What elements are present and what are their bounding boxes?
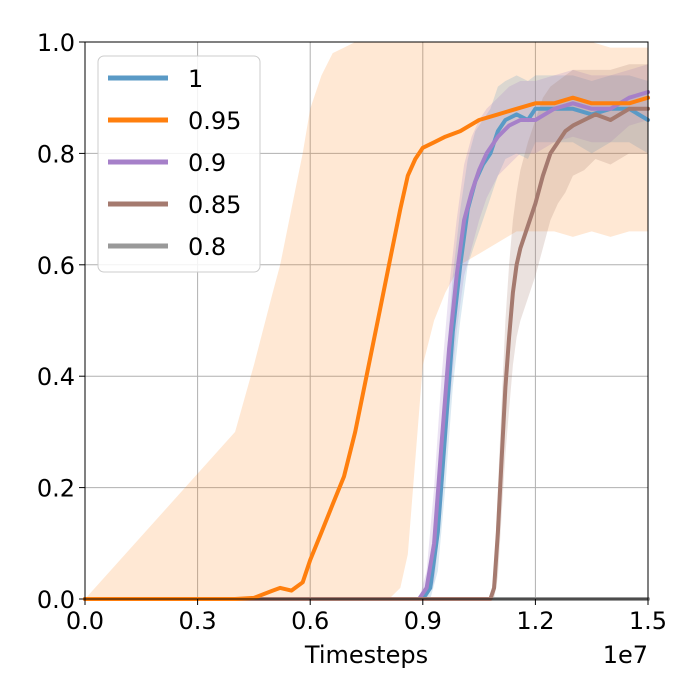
- legend-label: 0.9: [188, 149, 226, 177]
- series-line-1: [83, 106, 650, 601]
- y-tick-label: 0.2: [37, 475, 75, 503]
- legend: 1 0.95 0.9 0.85 0.8: [97, 55, 261, 273]
- y-tick-label: 0.8: [37, 140, 75, 168]
- y-tick-label: 0.0: [37, 586, 75, 614]
- series-line-0.85: [83, 106, 650, 601]
- x-axis-multiplier: 1e7: [603, 641, 648, 669]
- legend-label: 0.85: [188, 191, 241, 219]
- x-tick-label: 0.0: [66, 607, 104, 635]
- x-tick-label: 1.5: [629, 607, 667, 635]
- axis-ticks: 0.0 0.3 0.6 0.9 1.2 1.5 0.0 0.2 0.4 0.6 0.8 1.0: [37, 29, 667, 635]
- y-tick-label: 0.6: [37, 252, 75, 280]
- y-tick-label: 0.4: [37, 363, 75, 391]
- x-tick-label: 0.3: [179, 607, 217, 635]
- plot-frame: [84, 41, 649, 600]
- x-tick-label: 1.2: [516, 607, 554, 635]
- confidence-band-1: [85, 75, 648, 599]
- legend-label: 0.8: [188, 233, 226, 261]
- legend-label: 0.95: [188, 107, 241, 135]
- x-tick-label: 0.9: [404, 607, 442, 635]
- series-line-0.9: [83, 90, 650, 601]
- series-line-0.95: [83, 95, 650, 601]
- legend-label: 1: [188, 65, 203, 93]
- y-tick-label: 1.0: [37, 29, 75, 57]
- confidence-band-0.95: [85, 42, 648, 599]
- x-tick-label: 0.6: [291, 607, 329, 635]
- x-axis-title: Timesteps: [304, 641, 428, 669]
- legend-box: [97, 55, 261, 273]
